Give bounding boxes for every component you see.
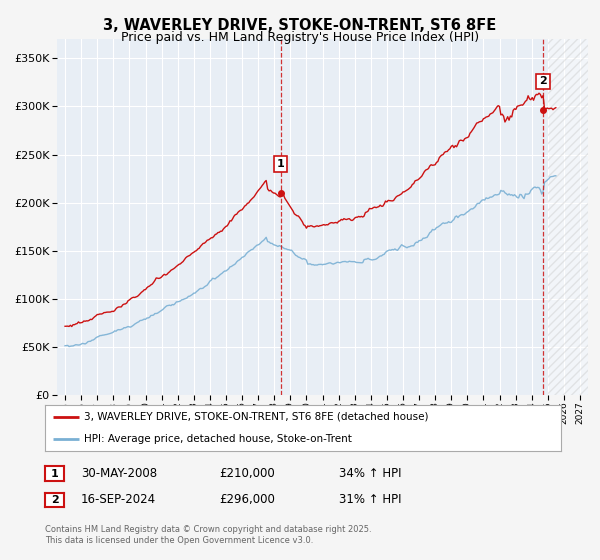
Text: £296,000: £296,000 [219,493,275,506]
Text: 30-MAY-2008: 30-MAY-2008 [81,466,157,480]
Text: Contains HM Land Registry data © Crown copyright and database right 2025.
This d: Contains HM Land Registry data © Crown c… [45,525,371,545]
Text: 2: 2 [51,495,58,505]
Text: 1: 1 [277,159,284,169]
Text: HPI: Average price, detached house, Stoke-on-Trent: HPI: Average price, detached house, Stok… [83,434,352,444]
Text: 1: 1 [51,469,58,479]
Text: 3, WAVERLEY DRIVE, STOKE-ON-TRENT, ST6 8FE: 3, WAVERLEY DRIVE, STOKE-ON-TRENT, ST6 8… [103,18,497,34]
Text: 31% ↑ HPI: 31% ↑ HPI [339,493,401,506]
Text: 3, WAVERLEY DRIVE, STOKE-ON-TRENT, ST6 8FE (detached house): 3, WAVERLEY DRIVE, STOKE-ON-TRENT, ST6 8… [83,412,428,422]
Text: 16-SEP-2024: 16-SEP-2024 [81,493,156,506]
Text: £210,000: £210,000 [219,466,275,480]
Text: Price paid vs. HM Land Registry's House Price Index (HPI): Price paid vs. HM Land Registry's House … [121,31,479,44]
Text: 2: 2 [539,77,547,86]
Text: 34% ↑ HPI: 34% ↑ HPI [339,466,401,480]
Bar [548,39,588,395]
